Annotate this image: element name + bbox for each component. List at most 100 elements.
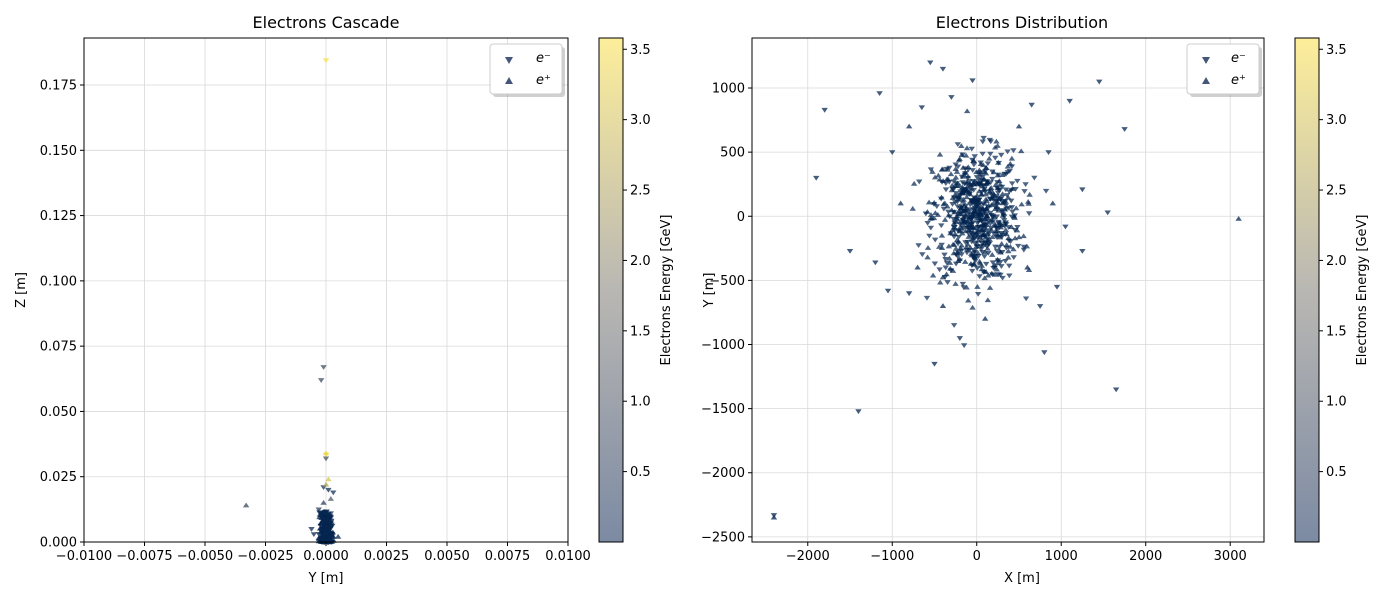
- distribution-cluster-point: [949, 202, 956, 207]
- distribution-cluster-point: [964, 212, 972, 218]
- distribution-positron-point: [1015, 123, 1023, 129]
- distribution-legend-marker-electron: [1202, 57, 1210, 64]
- distribution-cluster-point: [981, 225, 989, 231]
- cascade-colorbar-tick-label: 2.0: [630, 254, 651, 269]
- distribution-cluster-point: [950, 220, 958, 226]
- distribution-cluster-point: [967, 244, 974, 250]
- distribution-cluster-point: [958, 174, 966, 180]
- cascade-legend-box: [489, 43, 563, 95]
- distribution-cluster-point: [989, 272, 996, 278]
- distribution-cluster-point: [984, 236, 991, 242]
- cascade-electron-point: [310, 532, 318, 538]
- distribution-cluster-point: [968, 263, 976, 269]
- distribution-cluster-point: [1008, 155, 1016, 161]
- distribution-cluster-point: [998, 264, 1005, 269]
- distribution-cluster-point: [955, 235, 962, 240]
- cascade-y-tick-label: 0.175: [40, 79, 77, 94]
- distribution-cluster-point: [972, 225, 979, 231]
- distribution-cluster-point: [955, 157, 963, 163]
- distribution-electron-point: [956, 336, 964, 341]
- cascade-shower-point: [324, 528, 331, 534]
- distribution-cluster-point: [945, 209, 952, 215]
- distribution-cluster-point: [930, 199, 938, 205]
- distribution-cluster-point: [980, 176, 988, 182]
- distribution-cluster-point: [963, 194, 970, 200]
- distribution-colorbar-tick-label: 3.0: [1326, 113, 1347, 128]
- distribution-x-label: X [m]: [1004, 571, 1040, 586]
- distribution-points: [770, 60, 1242, 520]
- distribution-cluster-point: [944, 166, 951, 172]
- distribution-cluster-point: [1005, 254, 1012, 260]
- distribution-electron-point: [905, 291, 913, 297]
- distribution-cluster-point: [977, 160, 984, 166]
- cascade-positron-point: [334, 533, 342, 539]
- distribution-x-tick-label: 2000: [1129, 549, 1162, 564]
- distribution-cluster-point: [938, 242, 945, 248]
- distribution-cluster-point: [964, 175, 971, 181]
- distribution-cluster-point: [950, 250, 957, 256]
- cascade-colorbar-tick-label: 1.5: [630, 324, 651, 339]
- distribution-cluster-point: [972, 195, 980, 201]
- distribution-cluster-point: [944, 280, 951, 285]
- distribution-cluster-point: [1002, 258, 1009, 264]
- distribution-colorbar-tick-label: 2.5: [1326, 184, 1347, 199]
- distribution-x-tick-label: 3000: [1214, 549, 1247, 564]
- cascade-legend-marker-positron: [505, 77, 513, 84]
- distribution-cluster-point: [985, 272, 992, 278]
- distribution-cluster-point: [931, 261, 939, 267]
- distribution-cluster-point: [1004, 149, 1011, 155]
- distribution-cluster-point: [991, 232, 998, 237]
- distribution-cluster-point: [1001, 223, 1008, 229]
- distribution-colorbar: 0.5 1.0 1.5 2.0 2.5 3.0 3.5 Electrons Energy […: [1294, 37, 1370, 543]
- distribution-cluster-point: [1002, 203, 1010, 209]
- distribution-cluster-point: [995, 160, 1002, 166]
- distribution-cluster-point: [952, 245, 960, 251]
- distribution-electron-point: [821, 107, 828, 113]
- distribution-cluster-point: [997, 181, 1004, 187]
- distribution-cluster-point: [977, 232, 985, 238]
- cascade-x-tick-label: −0.0100: [56, 549, 112, 564]
- distribution-cluster-point: [977, 211, 984, 217]
- distribution-colorbar-tick-label: 0.5: [1326, 465, 1347, 480]
- cascade-shower-point: [316, 511, 324, 517]
- distribution-cluster-point: [989, 169, 996, 175]
- distribution-positron-point: [770, 514, 778, 520]
- distribution-cluster-point: [984, 179, 991, 185]
- distribution-cluster-point: [974, 266, 981, 271]
- cascade-positron-point: [327, 496, 335, 501]
- distribution-legend-box: [1186, 43, 1260, 95]
- distribution-electron-point: [918, 105, 926, 111]
- distribution-cluster-point: [978, 246, 985, 252]
- distribution-cluster-point: [976, 258, 983, 264]
- distribution-cluster-point: [924, 245, 932, 250]
- cascade-shower-point: [324, 525, 331, 531]
- distribution-cluster-point: [1022, 296, 1030, 302]
- distribution-electron-point: [855, 409, 862, 415]
- distribution-cluster-point: [1042, 188, 1050, 194]
- cascade-y-label: Z [m]: [14, 272, 29, 308]
- cascade-positron-point: [322, 481, 330, 487]
- cascade-y-tick-label: 0.025: [40, 470, 77, 485]
- distribution-cluster-point: [963, 108, 971, 114]
- distribution-cluster-point: [983, 206, 990, 211]
- distribution-cluster-point: [989, 219, 996, 225]
- distribution-cluster-point: [1017, 148, 1025, 154]
- distribution-y-tick-label: −1500: [701, 402, 745, 417]
- distribution-cluster-point: [999, 191, 1006, 197]
- distribution-cluster-point: [991, 144, 999, 150]
- distribution-cluster-point: [936, 267, 943, 273]
- distribution-cluster-point: [929, 169, 936, 174]
- distribution-colorbar-tick-label: 1.5: [1326, 324, 1347, 339]
- cascade-positron-point: [242, 502, 250, 508]
- distribution-y-tick-label: −2000: [701, 466, 745, 481]
- distribution-cluster-point: [965, 297, 972, 303]
- distribution-cluster-point: [931, 174, 939, 180]
- cascade-y-tick-label: 0.150: [40, 144, 77, 159]
- distribution-cluster-point: [952, 166, 959, 172]
- distribution-ticks: −2000 −1000 0 1000 2000 3000 −2500 −2000 −1500 −1…: [701, 82, 1247, 564]
- distribution-cluster-point: [967, 221, 975, 227]
- distribution-legend-label-positron: e⁺: [1231, 73, 1246, 88]
- distribution-cluster-point: [956, 182, 963, 188]
- distribution-cluster-point: [941, 252, 948, 258]
- distribution-cluster-point: [1025, 211, 1033, 217]
